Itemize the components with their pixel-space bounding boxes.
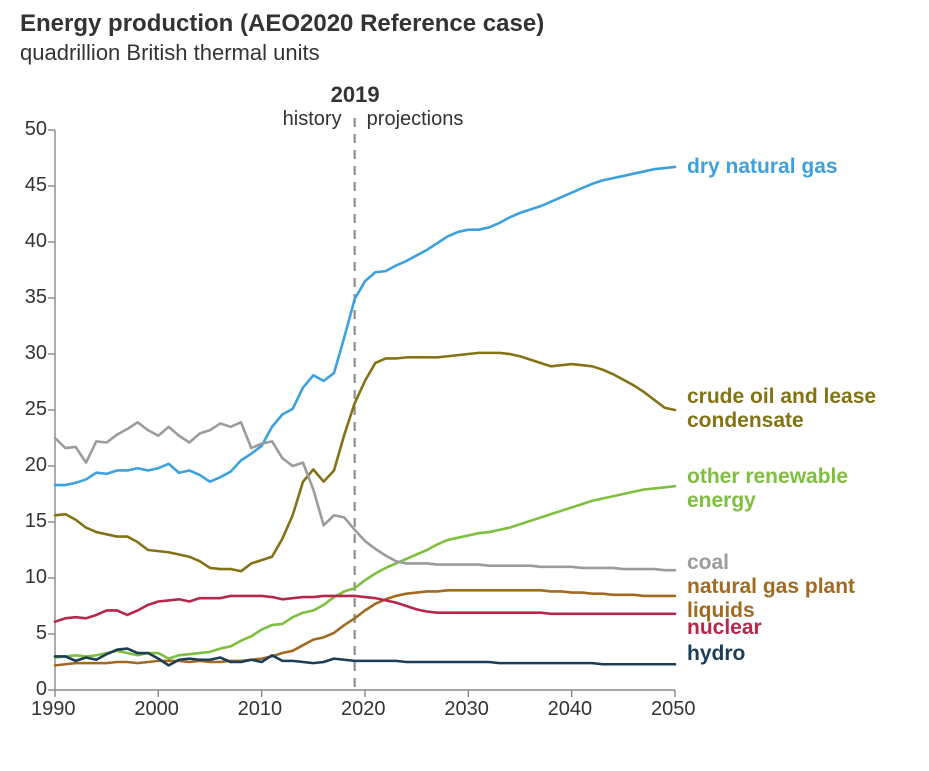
x-tick-label: 2030 xyxy=(444,698,489,721)
history-label: history xyxy=(283,108,342,131)
series-label-nuclear: nuclear xyxy=(687,616,917,640)
x-tick-label: 2010 xyxy=(238,698,283,721)
y-tick-label: 30 xyxy=(7,342,47,365)
y-tick-label: 10 xyxy=(7,566,47,589)
x-tick-label: 2000 xyxy=(134,698,179,721)
y-tick-label: 50 xyxy=(7,118,47,141)
chart-title: Energy production (AEO2020 Reference cas… xyxy=(20,10,544,38)
series-line-other_renewable xyxy=(55,486,675,658)
x-tick-label: 2040 xyxy=(548,698,593,721)
plot-svg xyxy=(55,130,675,690)
divider-year-label: 2019 xyxy=(331,82,380,108)
series-line-dry_natural_gas xyxy=(55,167,675,485)
y-tick-label: 45 xyxy=(7,174,47,197)
y-tick-label: 15 xyxy=(7,510,47,533)
y-tick-label: 5 xyxy=(7,622,47,645)
projections-label: projections xyxy=(367,108,464,131)
y-tick-label: 25 xyxy=(7,398,47,421)
y-tick-label: 35 xyxy=(7,286,47,309)
chart-container: Energy production (AEO2020 Reference cas… xyxy=(0,0,929,771)
series-line-nuclear xyxy=(55,596,675,622)
series-label-dry_natural_gas: dry natural gas xyxy=(687,155,917,179)
series-line-crude_oil xyxy=(55,353,675,571)
y-tick-label: 20 xyxy=(7,454,47,477)
series-label-coal: coal xyxy=(687,551,917,575)
x-tick-label: 2050 xyxy=(651,698,696,721)
series-label-other_renewable: other renewable energy xyxy=(687,465,917,513)
series-line-coal xyxy=(55,422,675,570)
series-label-crude_oil: crude oil and lease condensate xyxy=(687,385,917,433)
plot-area xyxy=(55,130,675,690)
x-tick-label: 2020 xyxy=(341,698,386,721)
chart-subtitle: quadrillion British thermal units xyxy=(20,40,320,66)
x-tick-label: 1990 xyxy=(31,698,76,721)
series-label-hydro: hydro xyxy=(687,642,917,666)
y-tick-label: 40 xyxy=(7,230,47,253)
